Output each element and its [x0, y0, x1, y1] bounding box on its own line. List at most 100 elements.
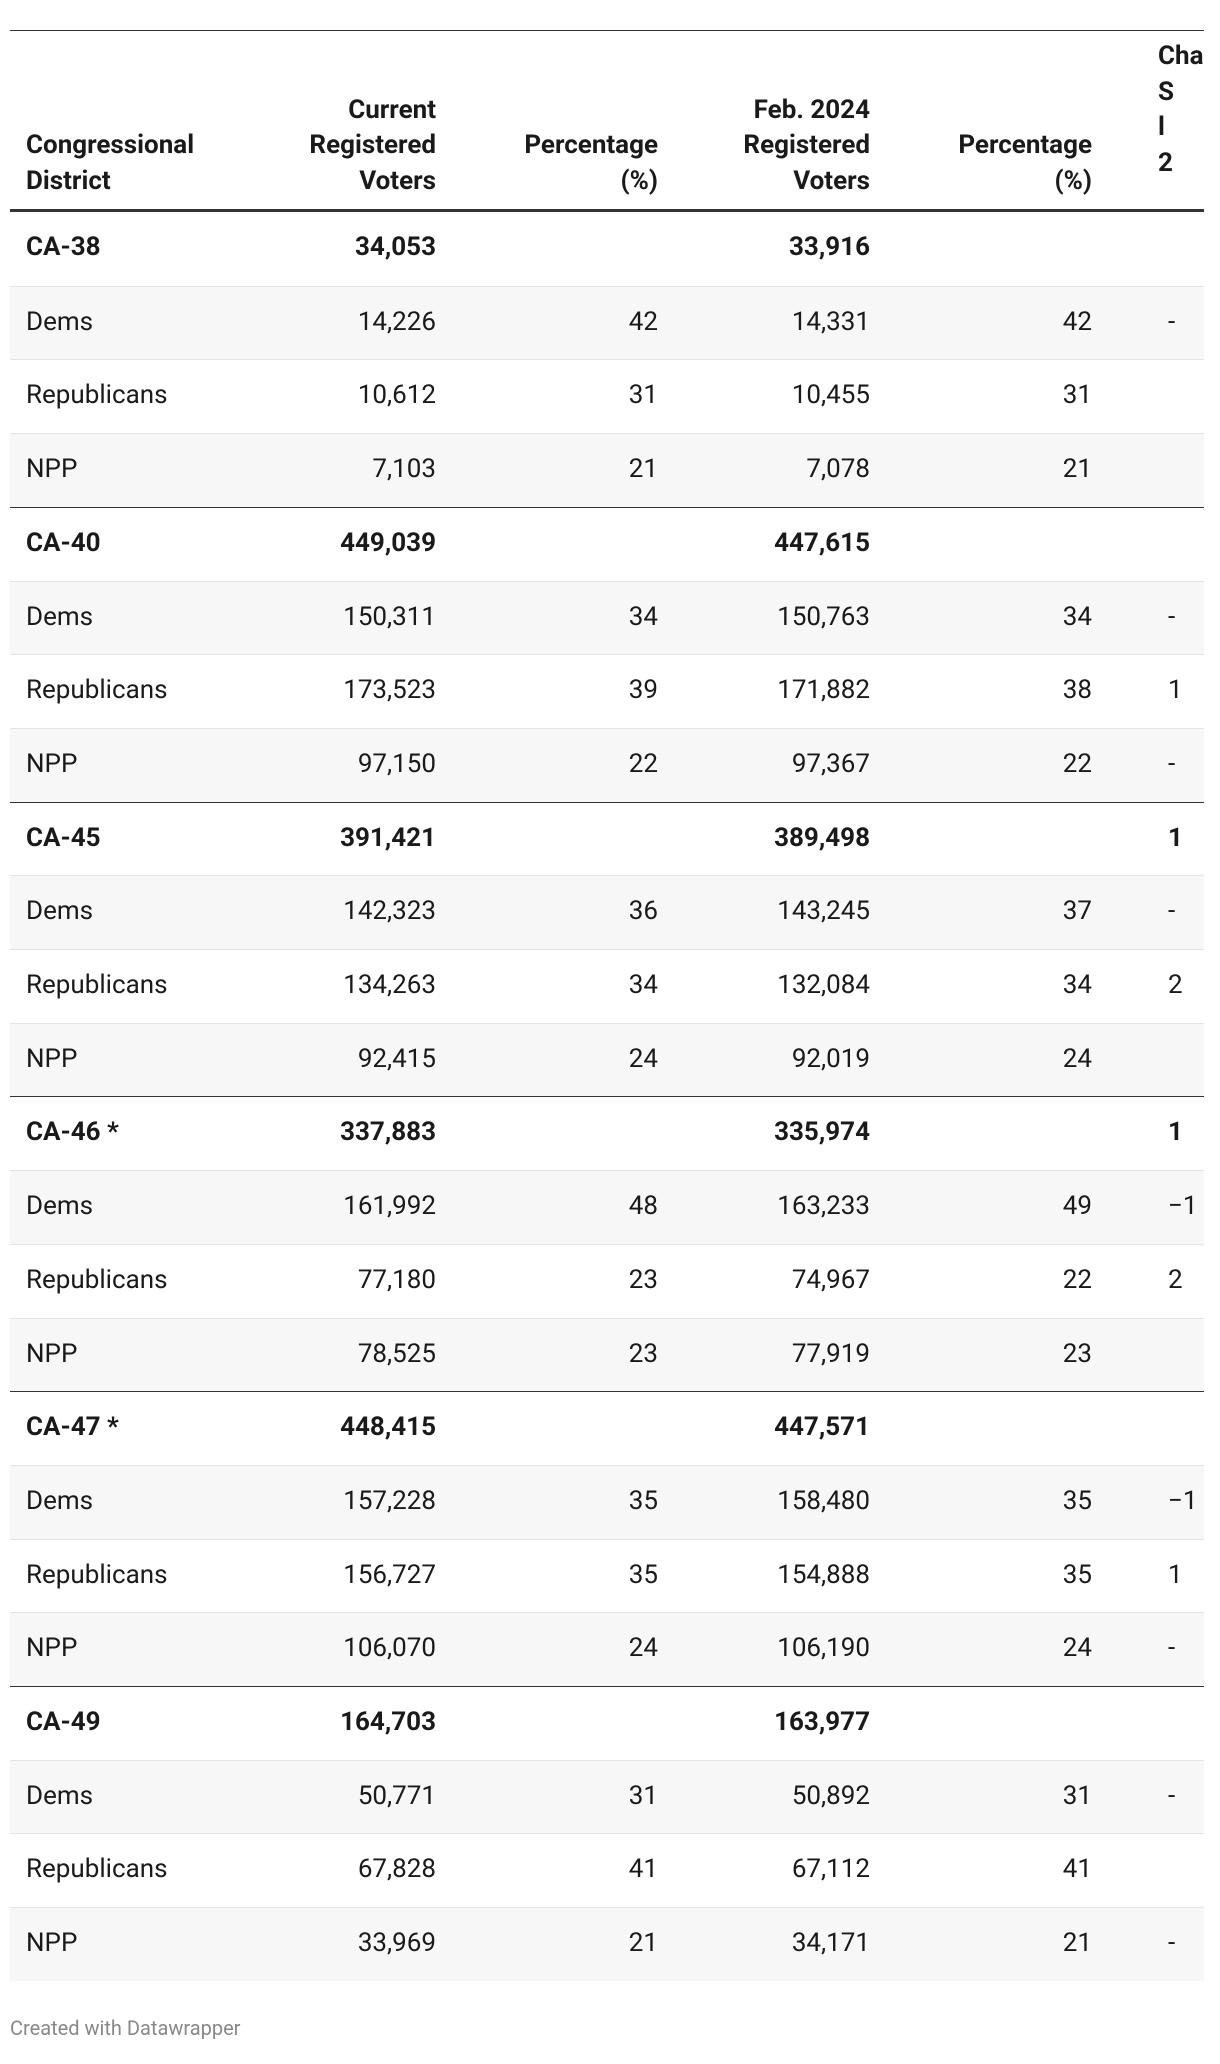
cell-value: 22	[1062, 748, 1092, 779]
cell-value: 448,415	[340, 1412, 436, 1443]
cell-value: 2	[1168, 1264, 1183, 1295]
cell-value: 1	[1168, 675, 1183, 706]
cell-value: 2	[1168, 970, 1183, 1000]
cell-value: 23	[1062, 1338, 1092, 1369]
cell-value: 31	[1062, 380, 1092, 411]
party-row: Republicans 67,828 41 67,112 41	[10, 1833, 1204, 1908]
row-label: Republicans	[26, 970, 168, 1000]
cell-value: 67,828	[357, 1854, 436, 1885]
cell-value: 1	[1168, 1559, 1183, 1590]
cell-value: 67,112	[791, 1854, 870, 1885]
cell-value: -	[1168, 1780, 1176, 1811]
cell-value: 1	[1168, 822, 1183, 853]
cell-value: 77,180	[357, 1264, 436, 1295]
cell-value: 48	[628, 1191, 658, 1222]
clipped-header: 2	[1158, 147, 1173, 178]
cell-value: 42	[628, 306, 658, 337]
cell-value: 24	[628, 1043, 658, 1074]
cell-value: 34,171	[791, 1928, 870, 1959]
cell-value: 164,703	[340, 1707, 436, 1737]
clipped-header: l	[1158, 112, 1165, 142]
row-label: CA-46 *	[26, 1117, 119, 1148]
cell-value: -	[1168, 306, 1176, 337]
row-label: NPP	[26, 454, 78, 485]
row-label: Dems	[26, 1780, 94, 1811]
party-row: Dems 14,226 42 14,331 42 -	[10, 285, 1204, 360]
cell-value: 143,245	[777, 896, 870, 927]
district-row: CA-45 391,421 389,498 1	[10, 801, 1204, 876]
district-row: CA-40 449,039 447,615	[10, 506, 1204, 581]
cell-value: 37	[1062, 896, 1092, 927]
cell-value: 31	[628, 1780, 658, 1811]
footer: Created with Datawrapper	[10, 2016, 241, 2040]
cell-value: 449,039	[340, 527, 436, 558]
cell-value: 36	[628, 896, 658, 927]
cell-value: 150,311	[343, 601, 436, 632]
cell-value: 35	[628, 1485, 658, 1516]
cell-value: 49	[1062, 1191, 1092, 1222]
cell-value: 447,615	[774, 527, 870, 558]
row-label: CA-38	[26, 232, 101, 262]
cell-value: 24	[1062, 1043, 1092, 1074]
cell-value: 1	[1168, 1117, 1183, 1148]
row-label: Republicans	[26, 675, 168, 706]
cell-value: 10,455	[791, 380, 870, 411]
party-row: Dems 142,323 36 143,245 37 -	[10, 875, 1204, 949]
column-header: Current Registered Voters	[309, 94, 436, 196]
cell-value: 21	[628, 454, 658, 485]
cell-value: 41	[628, 1854, 658, 1885]
cell-value: 14,226	[357, 306, 436, 337]
cell-value: 171,882	[777, 675, 870, 706]
party-row: Republicans 10,612 31 10,455 31	[10, 359, 1204, 434]
column-header: Congressional District	[26, 130, 195, 196]
cell-value: 22	[628, 748, 658, 779]
cell-value: -	[1168, 748, 1176, 779]
cell-value: 38	[1062, 675, 1092, 706]
cell-value: 78,525	[357, 1338, 436, 1369]
cell-value: 24	[628, 1633, 658, 1664]
party-row: Dems 157,228 35 158,480 35 −1	[10, 1464, 1204, 1539]
cell-value: 41	[1062, 1854, 1092, 1885]
cell-value: 106,070	[343, 1633, 436, 1664]
row-label: Dems	[26, 306, 94, 337]
cell-value: -	[1168, 896, 1176, 927]
cell-value: 74,967	[791, 1264, 870, 1295]
cell-value: 92,415	[357, 1043, 436, 1074]
row-label: Dems	[26, 601, 94, 632]
cell-value: 35	[628, 1559, 658, 1590]
cell-value: 34	[1062, 970, 1092, 1000]
row-label: CA-40	[26, 527, 101, 558]
party-row: Dems 161,992 48 163,233 49 −1	[10, 1170, 1204, 1244]
cell-value: 92,019	[791, 1043, 870, 1074]
cell-value: 23	[628, 1338, 658, 1369]
cell-value: 31	[628, 380, 658, 411]
row-label: Dems	[26, 896, 94, 927]
cell-value: 173,523	[343, 675, 436, 706]
cell-value: 35	[1062, 1559, 1092, 1590]
cell-value: 39	[628, 675, 658, 706]
clipped-header: S	[1158, 76, 1175, 107]
cell-value: 21	[1062, 1928, 1092, 1959]
party-row: Republicans 173,523 39 171,882 38 1	[10, 654, 1204, 728]
row-label: NPP	[26, 1928, 78, 1959]
cell-value: 163,977	[774, 1707, 870, 1737]
district-row: CA-38 34,053 33,916	[10, 212, 1204, 286]
cell-value: 142,323	[343, 896, 436, 927]
cell-value: 24	[1062, 1633, 1092, 1664]
cell-value: 97,367	[791, 748, 870, 779]
cell-value: 157,228	[343, 1485, 436, 1516]
cell-value: 154,888	[777, 1559, 870, 1590]
row-label: Republicans	[26, 1854, 168, 1885]
column-header: Feb. 2024 Registered Voters	[743, 94, 870, 196]
cell-value: 50,771	[357, 1780, 436, 1811]
party-row: NPP 92,415 24 92,019 24	[10, 1022, 1204, 1097]
cell-value: 50,892	[791, 1780, 870, 1811]
cell-value: 14,331	[791, 306, 870, 337]
cell-value: 21	[1062, 454, 1092, 485]
cell-value: 33,969	[357, 1928, 436, 1959]
cell-value: 335,974	[774, 1117, 870, 1148]
cell-value: 31	[1062, 1780, 1092, 1811]
cell-value: 132,084	[777, 970, 870, 1000]
cell-value: 447,571	[774, 1412, 870, 1443]
